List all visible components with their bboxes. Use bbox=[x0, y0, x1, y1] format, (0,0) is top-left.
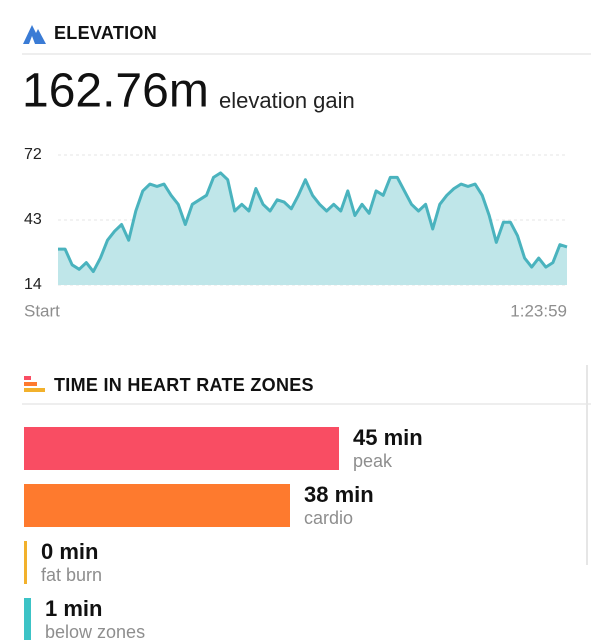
section-title: TIME IN HEART RATE ZONES bbox=[54, 375, 314, 395]
zone-bar bbox=[24, 484, 290, 527]
y-tick-label: 43 bbox=[24, 211, 42, 228]
zone-name: cardio bbox=[304, 508, 353, 528]
zone-value: 1 min bbox=[45, 596, 102, 621]
zone-name: peak bbox=[353, 451, 393, 471]
zone-name: fat burn bbox=[41, 565, 102, 585]
hr-icon bbox=[24, 376, 45, 392]
zone-name: below zones bbox=[45, 622, 145, 640]
zone-value: 0 min bbox=[41, 539, 98, 564]
area bbox=[58, 172, 567, 285]
line bbox=[58, 171, 568, 274]
zone-value: 38 min bbox=[304, 482, 374, 507]
zone-bar bbox=[24, 598, 31, 640]
x-label-start: Start bbox=[24, 301, 60, 320]
y-tick-label: 14 bbox=[24, 276, 42, 293]
y-tick-label: 72 bbox=[24, 146, 42, 163]
zone-bar bbox=[24, 427, 339, 470]
section-title: ELEVATION bbox=[54, 23, 157, 43]
elevation-icon bbox=[23, 25, 46, 44]
zone-bar bbox=[24, 541, 27, 584]
zone-value: 45 min bbox=[353, 425, 423, 450]
gain-label: elevation gain bbox=[219, 88, 355, 113]
gain-value: 162.76m bbox=[22, 65, 209, 118]
x-label-end: 1:23:59 bbox=[510, 301, 567, 320]
